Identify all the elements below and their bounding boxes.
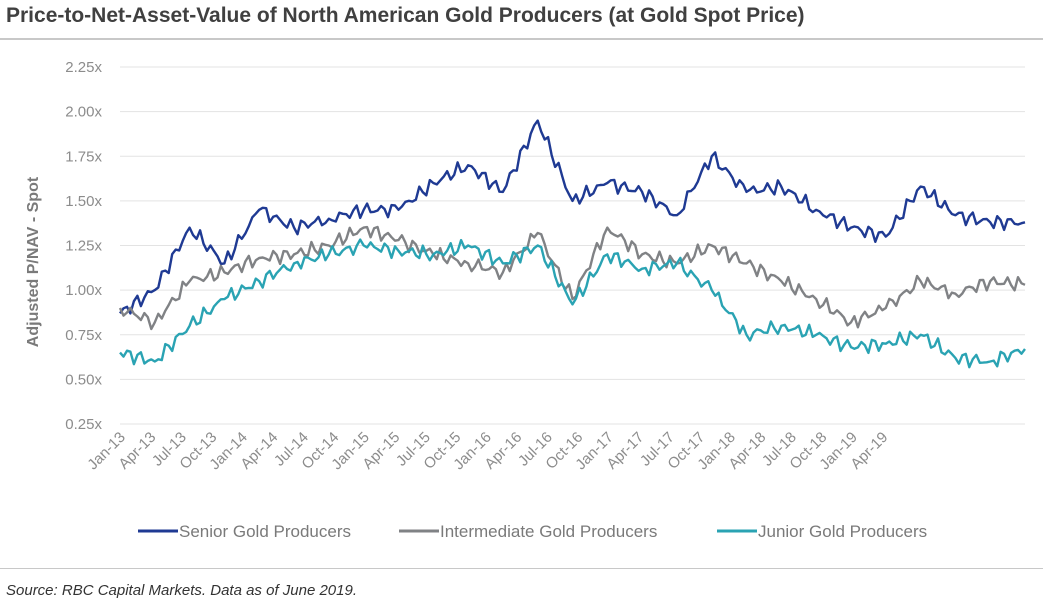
y-tick-label: 1.25x [65,238,102,255]
y-tick-layer: 0.25x 0.50x 0.75x 1.00x 1.25x 1.50x 1.75x 2.00x… [65,59,102,433]
chart-title: Price-to-Net-Asset-Value of North Americ… [6,4,805,27]
legend-label-2: Intermediate Gold Producers [440,522,657,541]
y-tick-label: 2.00x [65,104,102,121]
grid-layer [120,66,1025,425]
source-note: Source: RBC Capital Markets. Data as of … [6,582,358,599]
legend: Senior Gold Producers Intermediate Gold P… [138,522,927,541]
title-divider [0,38,1043,40]
x-tick-layer: Jan-13Apr-13Jul-13Oct-13Jan-14Apr-14Jul-… [84,429,891,473]
legend-label-3: Junior Gold Producers [758,522,927,541]
y-tick-label: 2.25x [65,59,102,76]
series-line-1 [119,119,1026,315]
y-tick-label: 1.00x [65,282,102,299]
y-tick-label: 0.50x [65,371,102,388]
series-layer [118,119,1026,369]
y-tick-label: 0.25x [65,416,102,433]
chart-area: 0.25x 0.50x 0.75x 1.00x 1.25x 1.50x 1.75x 2.00x… [25,59,1026,541]
source-divider [0,568,1043,569]
y-tick-label: 1.50x [65,193,102,210]
y-tick-label: 0.75x [65,327,102,344]
y-tick-label: 1.75x [65,148,102,165]
legend-label-1: Senior Gold Producers [179,522,351,541]
y-axis-label: Adjusted P/NAV - Spot [25,176,42,347]
series-line-2 [118,225,1026,331]
series-line-3 [119,238,1026,369]
